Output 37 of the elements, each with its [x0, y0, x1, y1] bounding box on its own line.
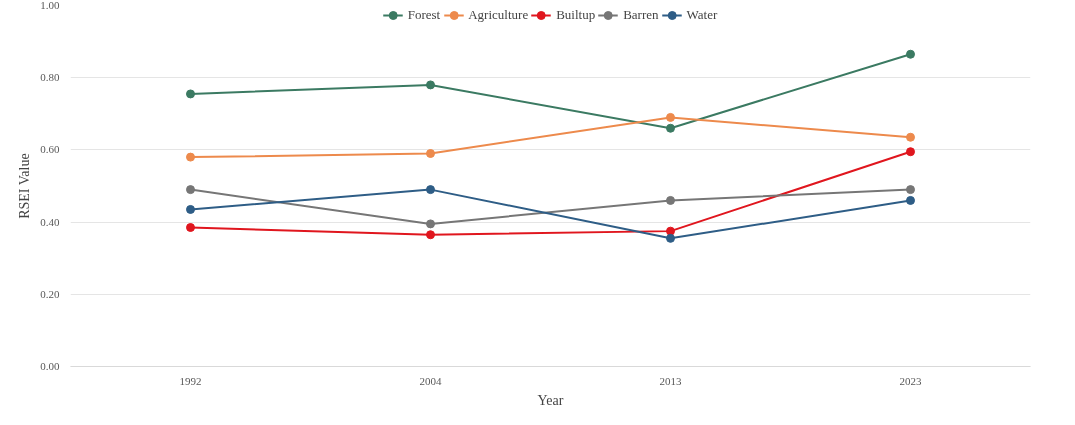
point [186, 89, 195, 99]
point [666, 195, 675, 205]
legend-label: Forest [407, 7, 441, 23]
point [426, 230, 435, 240]
y-tick-label: 0.40 [40, 215, 60, 228]
legend-label: Agriculture [468, 7, 529, 23]
legend-label: Water [686, 7, 718, 23]
x-tick-label: 2004 [419, 374, 442, 387]
point [666, 123, 675, 133]
point [426, 149, 435, 158]
point [906, 132, 915, 142]
x-tick-label: 2013 [659, 374, 682, 387]
point [906, 49, 915, 59]
point [666, 112, 675, 122]
point [906, 147, 915, 157]
legend-label: Barren [623, 7, 659, 23]
y-tick-label: 0.60 [40, 143, 60, 156]
y-tick-label: 0.80 [40, 71, 60, 84]
y-axis-title: RSEI Value [17, 153, 33, 219]
legend-label: Builtup [556, 7, 596, 23]
y-tick-label: 0.00 [40, 360, 60, 372]
point [426, 219, 435, 229]
point [426, 80, 435, 90]
point [666, 233, 675, 243]
x-tick-label: 1992 [179, 374, 202, 387]
point [186, 204, 195, 214]
point [186, 152, 195, 162]
point [186, 185, 195, 195]
point [906, 185, 915, 195]
point [906, 195, 915, 205]
point [666, 226, 675, 236]
y-tick-label: 0.20 [40, 287, 60, 300]
point [426, 185, 435, 195]
x-axis-title: Year [537, 392, 564, 408]
x-tick-label: 2023 [899, 374, 922, 387]
y-tick-label: 1.00 [40, 0, 60, 11]
point [186, 223, 195, 233]
